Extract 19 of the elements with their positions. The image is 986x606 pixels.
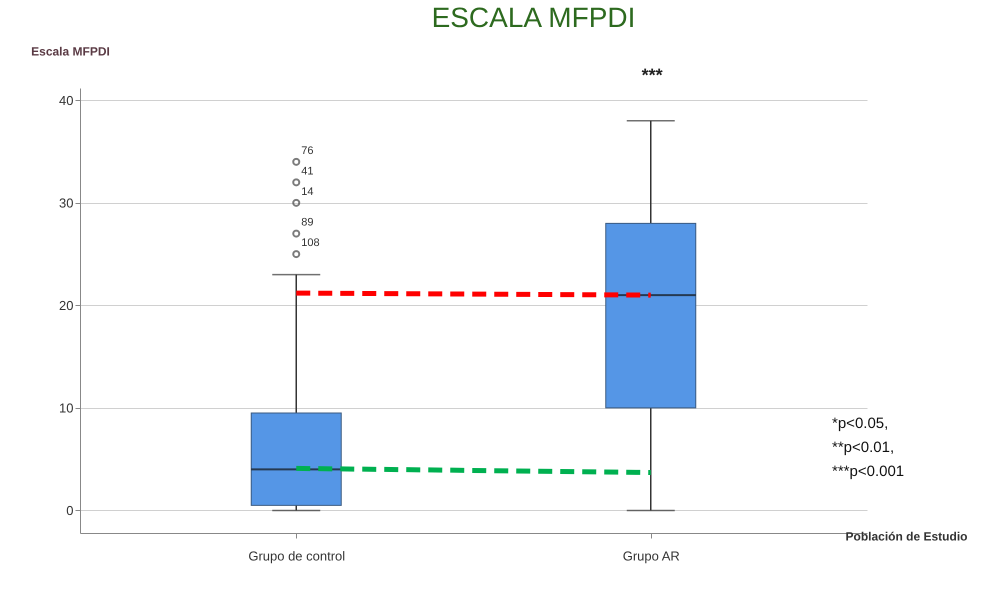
annotation: 108 — [301, 237, 320, 250]
annotation: 76 — [301, 144, 314, 157]
annotation: 89 — [301, 216, 314, 229]
y-tick-label: 0 — [66, 502, 74, 518]
x-axis-title: Población de Estudio — [845, 530, 968, 544]
x-tick-label: Grupo AR — [622, 548, 680, 564]
annotation: ***p<0.001 — [832, 463, 904, 480]
text: *** — [642, 65, 663, 85]
annotation: 14 — [301, 186, 314, 198]
chart-title: ESCALA MFPDI — [432, 2, 636, 33]
y-tick-label: 30 — [59, 195, 74, 210]
annotation: *p<0.05, — [832, 415, 888, 432]
annotation: 41 — [301, 165, 314, 178]
y-tick-label: 10 — [59, 400, 74, 416]
y-axis-title: Escala MFPDI — [31, 44, 110, 58]
y-tick-label: 40 — [59, 92, 74, 108]
annotation: **p<0.01, — [832, 439, 894, 456]
x-tick-label: Grupo de control — [248, 548, 346, 564]
y-tick-label: 20 — [59, 298, 74, 313]
